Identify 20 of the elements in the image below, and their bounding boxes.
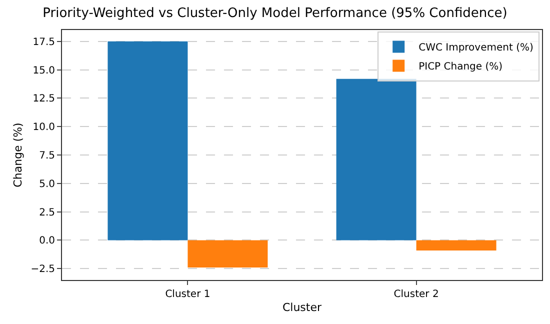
legend-label: CWC Improvement (%) (418, 42, 534, 54)
x-tick-label: Cluster 2 (394, 289, 439, 300)
bar (188, 240, 268, 268)
y-tick-label: 2.5 (39, 207, 55, 218)
legend-label: PICP Change (%) (418, 62, 503, 73)
x-tick-label: Cluster 1 (165, 289, 210, 300)
y-tick-label: 12.5 (32, 94, 55, 105)
y-tick-label: 0.0 (39, 236, 55, 247)
bar (416, 240, 496, 250)
y-tick-label: −2.5 (30, 264, 55, 276)
chart-title: Priority-Weighted vs Cluster-Only Model Performance (95% Confidence) (42, 6, 508, 22)
bar (336, 78, 416, 240)
y-tick-label: 7.5 (39, 150, 55, 162)
y-axis-title: Change (%) (11, 122, 24, 188)
y-tick-label: 10.0 (32, 122, 55, 134)
bar (108, 41, 188, 240)
y-tick-label: 17.5 (32, 36, 55, 48)
y-tick-label: 15.0 (32, 65, 55, 76)
x-axis-title: Cluster (282, 301, 322, 314)
y-tick-label: 5.0 (39, 178, 55, 190)
